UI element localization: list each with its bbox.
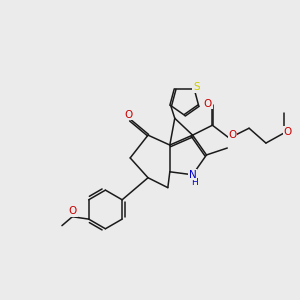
Text: O: O [283, 127, 291, 137]
Text: S: S [193, 82, 200, 92]
Text: H: H [191, 178, 197, 187]
Text: O: O [204, 99, 212, 109]
Text: O: O [69, 206, 77, 216]
Text: O: O [229, 130, 237, 140]
Text: O: O [124, 110, 133, 120]
Text: N: N [189, 170, 196, 180]
